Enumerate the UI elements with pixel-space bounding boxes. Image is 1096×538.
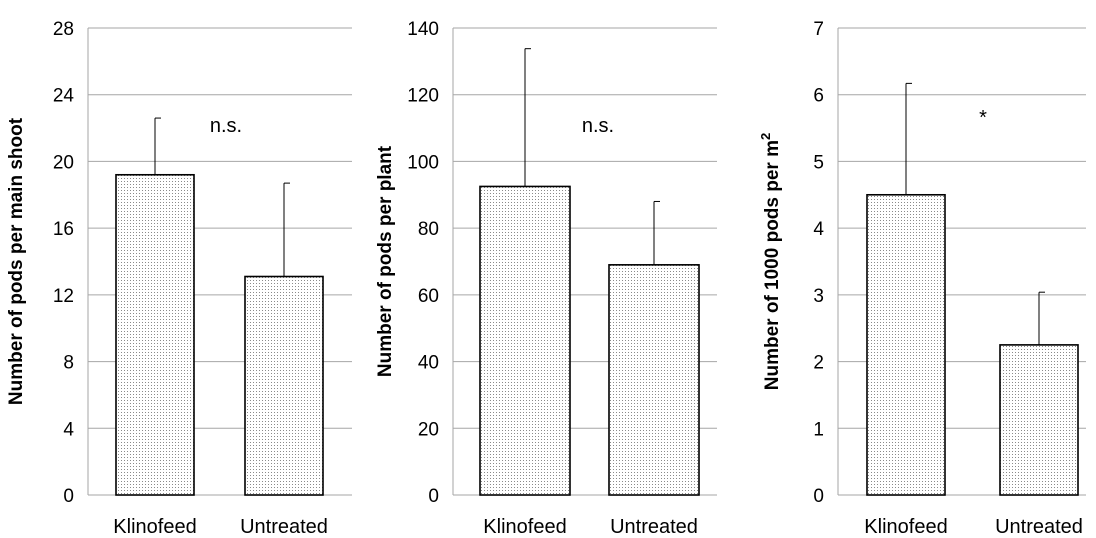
category-label: Untreated	[240, 516, 328, 538]
bar-klinofeed	[115, 173, 195, 496]
bar-klinofeed	[866, 193, 946, 496]
y-tick-label: 1	[813, 419, 824, 440]
bar-untreated	[244, 275, 324, 496]
y-tick-label: 20	[418, 419, 439, 440]
category-label: Klinofeed	[113, 516, 196, 538]
significance-annotation: n.s.	[210, 115, 242, 137]
y-tick-label: 100	[407, 152, 439, 173]
y-tick-label: 16	[53, 219, 74, 240]
category-label: Klinofeed	[483, 516, 566, 538]
y-tick-label: 6	[813, 86, 824, 107]
bar-klinofeed	[479, 185, 571, 496]
category-label: Klinofeed	[864, 516, 947, 538]
y-tick-label: 8	[63, 353, 74, 374]
y-tick-label: 7	[813, 19, 824, 40]
chart-panel-2: 0 20 40 60 80 100 120 140 Klinofeed Untreated Numb…	[375, 19, 717, 538]
y-tick-label: 24	[53, 86, 75, 107]
y-axis-label: Number of pods per main shoot	[6, 117, 27, 405]
y-tick-label: 12	[53, 286, 74, 307]
y-tick-label: 0	[63, 486, 74, 507]
y-tick-label: 4	[813, 219, 824, 240]
bar-untreated	[608, 264, 700, 496]
y-tick-label: 40	[418, 353, 439, 374]
y-axis-label-text: Number of pods per main shoot	[6, 117, 27, 405]
y-axis-label-text: Number of pods per plant	[375, 145, 396, 377]
category-label: Untreated	[995, 516, 1083, 538]
y-tick-label: 80	[418, 219, 439, 240]
significance-annotation: n.s.	[582, 115, 614, 137]
y-tick-label: 3	[813, 286, 824, 307]
category-label: Untreated	[610, 516, 698, 538]
y-axis-label: Number of pods per plant	[375, 145, 396, 377]
significance-annotation: *	[979, 107, 987, 129]
y-tick-label: 140	[407, 19, 439, 40]
y-tick-label: 60	[418, 286, 439, 307]
y-axis-label: Number of 1000 pods per m2	[758, 133, 783, 390]
y-tick-label: 4	[63, 419, 74, 440]
y-axis-label-text: Number of 1000 pods per m	[762, 140, 783, 390]
y-tick-label: 0	[428, 486, 439, 507]
bar-untreated	[999, 344, 1079, 496]
y-tick-label: 0	[813, 486, 824, 507]
y-axis-label-superscript: 2	[758, 133, 773, 140]
y-tick-label: 2	[813, 353, 824, 374]
y-tick-label: 5	[813, 152, 824, 173]
y-tick-label: 28	[53, 19, 74, 40]
chart-panel-1: 0 4 8 12 16 20 24 28 Klinofeed Untreated Number of…	[6, 19, 352, 538]
chart-panel-3: 0 1 2 3 4 5 6 7 Klinofeed Untreated Number of 1000…	[758, 19, 1086, 538]
y-tick-label: 120	[407, 86, 439, 107]
y-tick-label: 20	[53, 152, 74, 173]
